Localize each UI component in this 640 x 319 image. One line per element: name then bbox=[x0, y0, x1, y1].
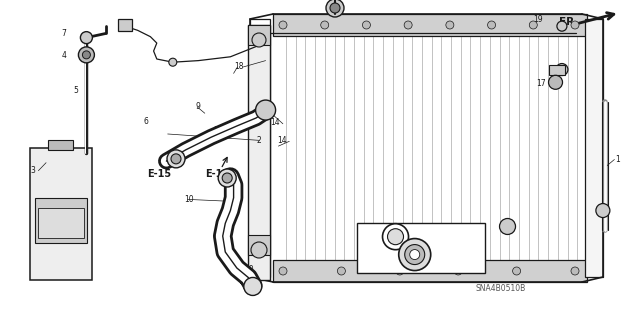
Bar bbox=[48, 140, 73, 150]
Circle shape bbox=[571, 21, 579, 29]
Circle shape bbox=[330, 3, 340, 13]
Circle shape bbox=[362, 21, 371, 29]
Text: E-15: E-15 bbox=[147, 169, 171, 179]
Circle shape bbox=[218, 169, 236, 187]
Circle shape bbox=[244, 278, 262, 295]
Text: FR.: FR. bbox=[559, 17, 578, 27]
Circle shape bbox=[79, 47, 95, 63]
Text: 19: 19 bbox=[532, 15, 543, 24]
Circle shape bbox=[321, 21, 329, 29]
Text: 5: 5 bbox=[73, 86, 78, 95]
Circle shape bbox=[255, 100, 276, 120]
Bar bbox=[357, 223, 485, 273]
Circle shape bbox=[488, 21, 495, 29]
Bar bbox=[585, 19, 603, 277]
Bar bbox=[273, 260, 587, 282]
Circle shape bbox=[388, 229, 404, 245]
Circle shape bbox=[571, 267, 579, 275]
Text: 17: 17 bbox=[536, 79, 546, 88]
Circle shape bbox=[396, 267, 404, 275]
Circle shape bbox=[404, 21, 412, 29]
Bar bbox=[248, 25, 270, 280]
Text: SNA4B0510B: SNA4B0510B bbox=[476, 284, 525, 293]
Circle shape bbox=[171, 154, 181, 164]
Text: E-15: E-15 bbox=[205, 169, 230, 179]
Circle shape bbox=[251, 242, 267, 258]
Circle shape bbox=[596, 204, 610, 218]
Circle shape bbox=[548, 75, 563, 89]
Bar bbox=[118, 19, 132, 31]
Bar bbox=[548, 64, 564, 75]
Text: 4: 4 bbox=[61, 51, 67, 60]
Text: 12: 12 bbox=[373, 230, 382, 239]
Text: 10: 10 bbox=[184, 195, 194, 204]
Circle shape bbox=[169, 58, 177, 66]
Text: 15: 15 bbox=[552, 65, 562, 74]
Text: 14: 14 bbox=[270, 118, 280, 127]
Circle shape bbox=[279, 267, 287, 275]
Bar bbox=[273, 14, 587, 36]
Text: 13: 13 bbox=[392, 251, 402, 260]
Bar bbox=[248, 235, 270, 255]
Circle shape bbox=[337, 267, 346, 275]
Circle shape bbox=[404, 245, 425, 264]
Text: 20: 20 bbox=[244, 265, 255, 274]
Bar bbox=[30, 148, 92, 280]
Text: 14: 14 bbox=[276, 136, 287, 145]
Circle shape bbox=[513, 267, 520, 275]
Bar bbox=[35, 198, 87, 243]
Bar bbox=[250, 19, 270, 277]
Circle shape bbox=[446, 21, 454, 29]
Circle shape bbox=[383, 224, 408, 250]
Text: 7: 7 bbox=[61, 29, 67, 38]
Circle shape bbox=[557, 21, 567, 31]
Text: 8: 8 bbox=[125, 22, 131, 31]
Text: 14: 14 bbox=[212, 126, 223, 135]
Text: 1: 1 bbox=[615, 155, 620, 164]
Circle shape bbox=[83, 51, 90, 59]
Circle shape bbox=[454, 267, 462, 275]
Bar bbox=[38, 208, 84, 238]
Circle shape bbox=[529, 21, 538, 29]
Text: 9: 9 bbox=[196, 102, 201, 111]
Text: 3: 3 bbox=[31, 166, 36, 175]
Text: 11: 11 bbox=[463, 238, 472, 247]
Circle shape bbox=[500, 219, 516, 234]
Circle shape bbox=[252, 33, 266, 47]
Circle shape bbox=[167, 150, 185, 168]
Circle shape bbox=[279, 21, 287, 29]
Bar bbox=[248, 25, 270, 45]
Circle shape bbox=[81, 32, 92, 44]
Circle shape bbox=[410, 249, 420, 260]
Text: 16: 16 bbox=[500, 222, 511, 231]
Text: 6: 6 bbox=[143, 117, 148, 126]
Circle shape bbox=[556, 63, 568, 76]
Text: 18: 18 bbox=[234, 63, 243, 71]
Circle shape bbox=[222, 173, 232, 183]
Circle shape bbox=[399, 239, 431, 271]
Circle shape bbox=[326, 0, 344, 17]
Text: 2: 2 bbox=[257, 136, 262, 145]
